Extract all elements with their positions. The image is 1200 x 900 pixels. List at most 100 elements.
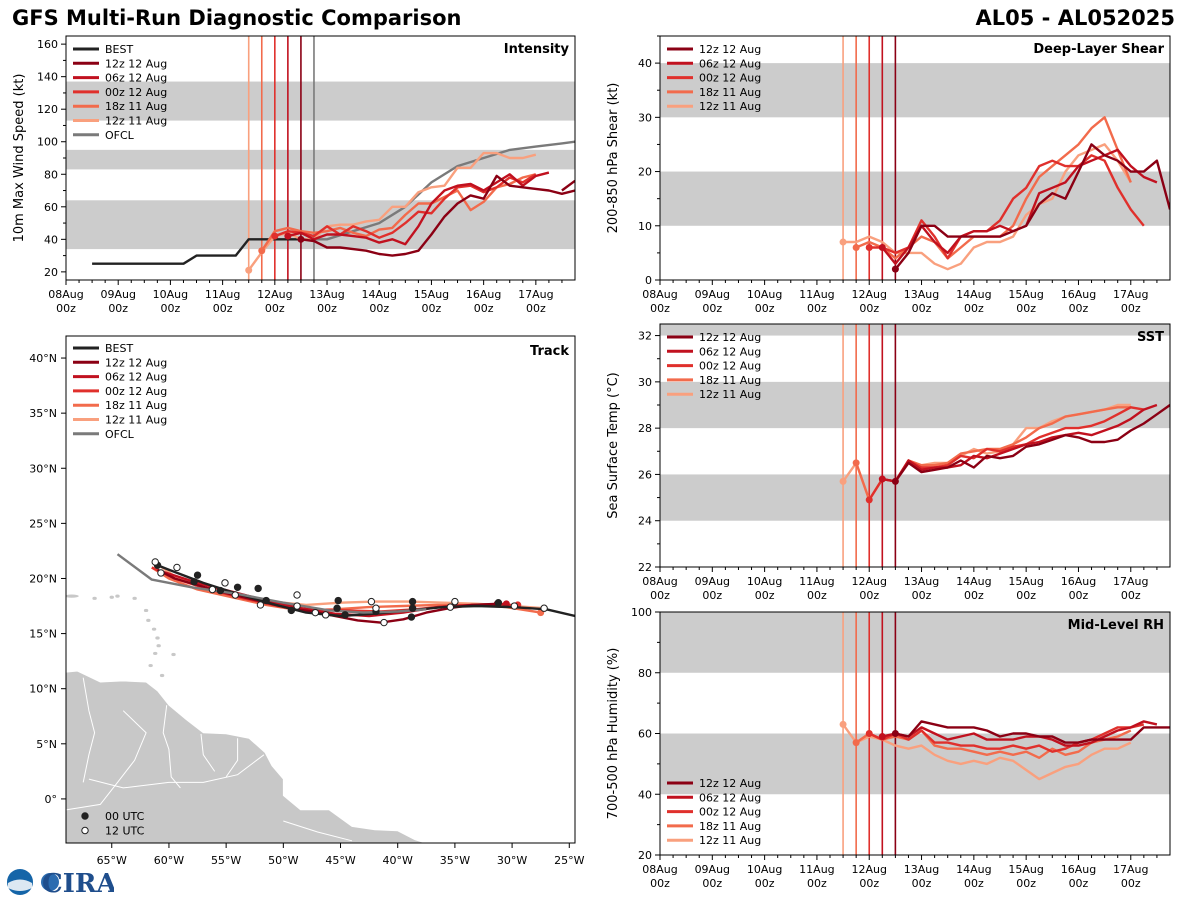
rh-ytick-label: 100 [631, 606, 652, 619]
intensity-xtick-label: 09Aug [100, 288, 135, 301]
track-frame [65, 335, 576, 844]
country-border-5 [66, 710, 147, 811]
sst-xtick-label: 16Aug [1061, 575, 1096, 588]
sst-ytick-label: 28 [638, 422, 652, 435]
rh-band-1 [660, 612, 1170, 673]
globe-icon [41, 873, 59, 891]
track-marker-12utc [451, 597, 459, 606]
track-marker-00utc [334, 596, 342, 605]
intensity-series-run_12z11 [247, 151, 537, 271]
storm-id-title: AL05 - AL052025 [975, 6, 1176, 30]
shear-legend-label-run_00z12: 00z 12 Aug [699, 72, 761, 85]
rh-xtick-label: 00z [1121, 877, 1141, 890]
intensity-series-run_18z11 [260, 173, 537, 252]
track-marker-legend-label: 12 UTC [105, 825, 145, 838]
track-marker-00utc [408, 604, 417, 612]
rh-xtick-label: 00z [702, 877, 722, 890]
rh-xtick-label: 15Aug [1008, 863, 1043, 876]
track-legend-label-ofcl: OFCL [105, 428, 135, 441]
intensity-xtick-label: 12Aug [257, 288, 292, 301]
sst-xtick-label: 17Aug [1113, 575, 1148, 588]
sst-xtick-label: 09Aug [695, 575, 730, 588]
intensity-start-point-run_00z12 [271, 232, 279, 240]
rh-xtick-label: 10Aug [747, 863, 782, 876]
shear-xtick-label: 14Aug [956, 288, 991, 301]
intensity-legend-label-run_00z12: 00z 12 Aug [105, 86, 167, 99]
intensity-series-ofcl [300, 140, 575, 241]
shear-series-run_12z12 [894, 143, 1170, 270]
track-marker-00utc [287, 606, 296, 615]
sst-xtick-label: 00z [964, 589, 984, 602]
sst-xtick-label: 00z [1016, 589, 1036, 602]
shear-ylabel: 200-850 hPa Shear (kt) [606, 83, 621, 234]
shear-legend-label-run_12z11: 12z 11 Aug [699, 100, 761, 113]
intensity-ytick-label: 160 [37, 38, 58, 51]
sst-band-0 [660, 474, 1170, 521]
island-12 [66, 594, 79, 598]
rh-xtick-label: 16Aug [1061, 863, 1096, 876]
country-border-3 [225, 738, 239, 778]
track-marker-00utc [407, 613, 416, 621]
track-legend-label-run_06z12: 06z 12 Aug [105, 371, 167, 384]
rh-ytick-label: 40 [638, 788, 652, 801]
cira-logo: CIRA [7, 869, 114, 896]
country-border-1 [162, 705, 181, 789]
intensity-legend-label-run_18z11: 18z 11 Aug [105, 100, 167, 113]
intensity-xtick-label: 08Aug [48, 288, 83, 301]
shear-xtick-label: 12Aug [851, 288, 886, 301]
island-1 [146, 618, 151, 622]
sst-xtick-label: 00z [807, 589, 827, 602]
rh-ytick-label: 80 [638, 667, 652, 680]
rh-start-point-run_06z12 [878, 733, 886, 741]
shear-frame [659, 35, 1171, 281]
intensity-series-run_06z12 [287, 171, 550, 246]
sst-legend-label-run_06z12: 06z 12 Aug [699, 345, 761, 358]
rh-legend-label-run_00z12: 00z 12 Aug [699, 806, 761, 819]
country-border-6 [283, 820, 353, 842]
track-marker-12utc [367, 597, 376, 606]
shear-xtick-label: 00z [912, 302, 932, 315]
rh-xtick-label: 08Aug [642, 863, 677, 876]
intensity-series-run_12z12 [300, 174, 575, 257]
shear-xtick-label: 00z [964, 302, 984, 315]
sst-start-point-run_00z12 [865, 496, 873, 504]
track-marker-legend-swatch [81, 812, 89, 820]
rh-xtick-label: 00z [1069, 877, 1089, 890]
rh-xtick-label: 09Aug [695, 863, 730, 876]
track-legend-label-run_18z11: 18z 11 Aug [105, 399, 167, 412]
shear-ytick-label: 0 [645, 274, 652, 287]
intensity-start-point-run_12z12 [297, 235, 305, 243]
country-border-0 [82, 677, 96, 783]
island-8 [171, 652, 176, 657]
track-marker-12utc [256, 601, 265, 609]
intensity-xtick-label: 00z [422, 302, 442, 315]
sst-ytick-label: 26 [638, 468, 652, 481]
island-9 [132, 596, 137, 600]
rh-legend-label-run_12z12: 12z 12 Aug [699, 777, 761, 790]
shear-xtick-label: 00z [702, 302, 722, 315]
intensity-band-1 [66, 149, 575, 170]
rh-series-run_06z12 [882, 720, 1158, 747]
shear-series-run_12z11 [843, 143, 1132, 271]
island-10 [109, 595, 114, 599]
shear-xtick-label: 00z [1069, 302, 1089, 315]
sst-xtick-label: 11Aug [799, 575, 834, 588]
page-title: GFS Multi-Run Diagnostic Comparison [12, 6, 462, 30]
island-13 [115, 594, 120, 598]
track-marker-12utc [293, 591, 301, 599]
shear-legend-label-run_12z12: 12z 12 Aug [699, 43, 761, 56]
sst-title: SST [1137, 330, 1164, 345]
sst-xtick-label: 00z [912, 589, 932, 602]
rh-xtick-label: 13Aug [904, 863, 939, 876]
track-xtick-label: 50°W [268, 854, 298, 867]
track-marker-12utc [540, 604, 548, 612]
track-legend-label-run_12z11: 12z 11 Aug [105, 414, 167, 427]
intensity-xtick-label: 00z [213, 302, 233, 315]
sst-series-run_12z12 [894, 404, 1170, 483]
shear-xtick-label: 00z [1016, 302, 1036, 315]
shear-xtick-label: 16Aug [1061, 288, 1096, 301]
sst-legend-label-run_00z12: 00z 12 Aug [699, 360, 761, 373]
intensity-ytick-label: 20 [44, 266, 58, 279]
rh-legend-label-run_12z11: 12z 11 Aug [699, 834, 761, 847]
rh-start-point-run_12z12 [891, 730, 899, 737]
